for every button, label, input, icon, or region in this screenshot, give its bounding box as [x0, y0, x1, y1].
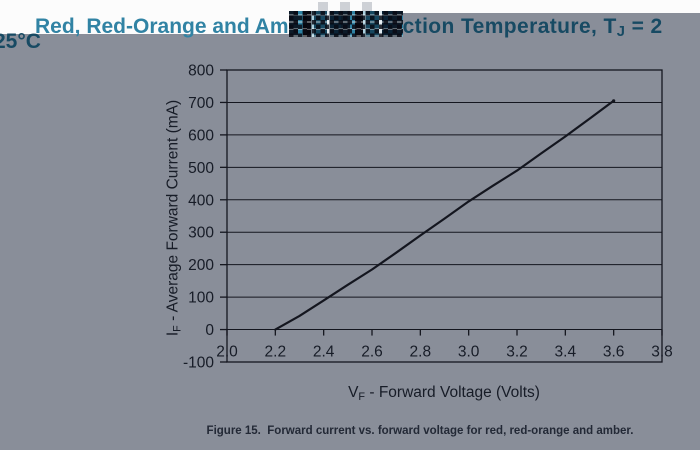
figure-title-left: Red, Red-Orange and Am: [35, 15, 289, 38]
svg-text:100: 100: [188, 290, 214, 307]
svg-text:300: 300: [188, 225, 214, 242]
svg-text:2.2: 2.2: [265, 344, 287, 361]
figure-title: Red, Red-Orange and Am ction Temperature,…: [35, 11, 663, 44]
svg-text:2.0: 2.0: [216, 344, 238, 361]
svg-text:3.6: 3.6: [603, 344, 625, 361]
y-axis-title: IF - Average Forward Current (mA): [164, 99, 184, 337]
svg-text:800: 800: [188, 63, 214, 80]
svg-text:400: 400: [188, 192, 214, 209]
svg-text:500: 500: [188, 160, 214, 177]
svg-text:-100: -100: [183, 355, 214, 372]
y-axis-subscript-f: F: [171, 325, 184, 332]
svg-text:0: 0: [205, 322, 214, 339]
svg-text:600: 600: [188, 127, 214, 144]
x-axis-title: VF - Forward Voltage (Volts): [348, 384, 540, 403]
svg-text:700: 700: [188, 95, 214, 112]
figure-title-line2: 25°C: [0, 30, 41, 53]
svg-text:2.4: 2.4: [313, 344, 335, 361]
x-axis-subscript-f: F: [358, 391, 366, 403]
svg-text:3.2: 3.2: [506, 344, 528, 361]
svg-text:3.4: 3.4: [555, 344, 577, 361]
svg-text:3.0: 3.0: [458, 344, 480, 361]
render-artifact-smudge: [318, 2, 382, 11]
title-background-block: [0, 0, 311, 34]
svg-text:2.6: 2.6: [361, 344, 383, 361]
title-subscript-j: J: [616, 24, 626, 40]
svg-text:200: 200: [188, 257, 214, 274]
svg-text:3.8: 3.8: [651, 344, 673, 361]
figure-title-right: ction Temperature, TJ = 2: [402, 15, 663, 40]
figure-caption: Figure 15. Forward current vs. forward v…: [206, 425, 634, 437]
corrupted-pixels-block: [288, 11, 403, 37]
svg-text:2.8: 2.8: [410, 344, 432, 361]
